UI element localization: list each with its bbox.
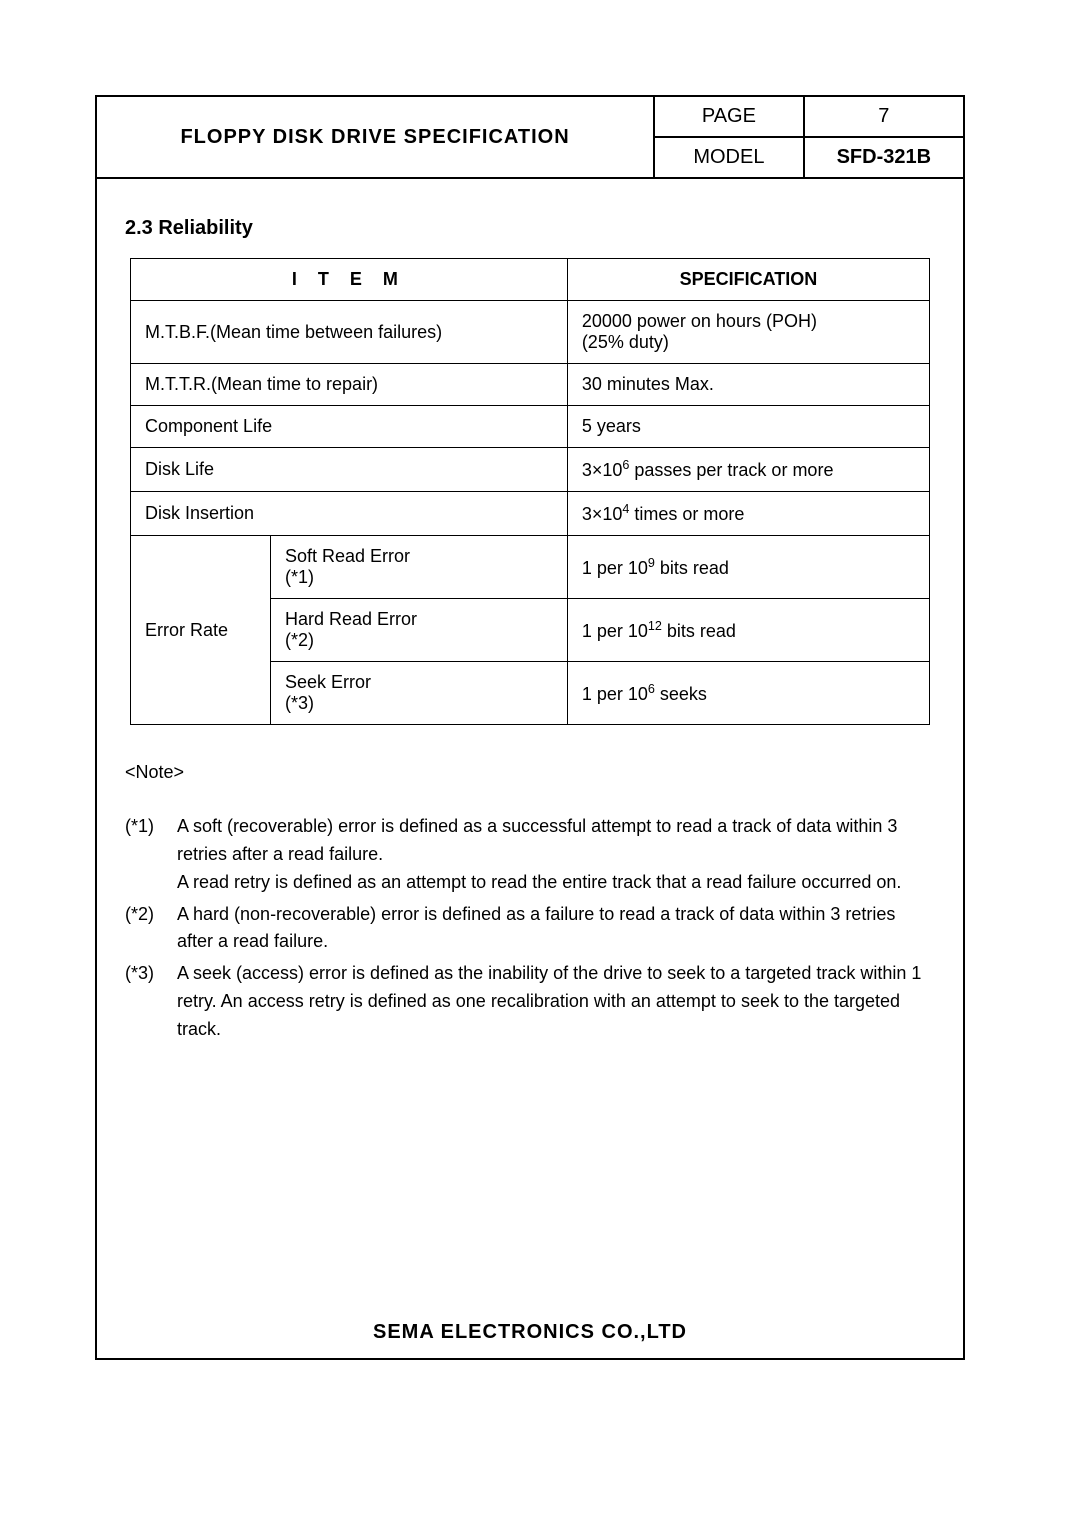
page-label: PAGE <box>654 97 804 137</box>
spec-cell: 1 per 106 seeks <box>567 662 929 725</box>
header-table: FLOPPY DISK DRIVE SPECIFICATION PAGE 7 M… <box>97 97 963 179</box>
spec-cell: 1 per 1012 bits read <box>567 599 929 662</box>
item-cell: Disk Insertion <box>131 492 568 536</box>
section-title: 2.3 Reliability <box>125 217 963 240</box>
model-value: SFD-321B <box>804 137 963 178</box>
table-row: Disk Insertion 3×104 times or more <box>131 492 930 536</box>
footer-company: SEMA ELECTRONICS CO.,LTD <box>97 1321 963 1344</box>
note-heading: <Note> <box>125 759 935 787</box>
spec-cell: 20000 power on hours (POH)(25% duty) <box>567 301 929 364</box>
spec-cell: 5 years <box>567 406 929 448</box>
spec-cell: 3×106 passes per track or more <box>567 448 929 492</box>
note-text: A soft (recoverable) error is defined as… <box>177 813 935 897</box>
spec-cell: 3×104 times or more <box>567 492 929 536</box>
note-marker: (*1) <box>125 813 177 897</box>
note-marker: (*2) <box>125 901 177 957</box>
note-text: A seek (access) error is defined as the … <box>177 960 935 1044</box>
item-cell: Disk Life <box>131 448 568 492</box>
note-item: (*1) A soft (recoverable) error is defin… <box>125 813 935 897</box>
note-block: <Note> (*1) A soft (recoverable) error i… <box>125 759 935 1044</box>
item-cell: Component Life <box>131 406 568 448</box>
note-item: (*2) A hard (non-recoverable) error is d… <box>125 901 935 957</box>
item-cell: M.T.T.R.(Mean time to repair) <box>131 364 568 406</box>
page-border: FLOPPY DISK DRIVE SPECIFICATION PAGE 7 M… <box>95 95 965 1360</box>
table-row: Component Life 5 years <box>131 406 930 448</box>
doc-title: FLOPPY DISK DRIVE SPECIFICATION <box>97 97 654 178</box>
spec-cell: 1 per 109 bits read <box>567 536 929 599</box>
error-sub-cell: Seek Error(*3) <box>271 662 568 725</box>
table-row: Disk Life 3×106 passes per track or more <box>131 448 930 492</box>
table-row: M.T.T.R.(Mean time to repair) 30 minutes… <box>131 364 930 406</box>
item-header: I T E M <box>131 259 568 301</box>
note-item: (*3) A seek (access) error is defined as… <box>125 960 935 1044</box>
table-row: Error Rate Soft Read Error(*1) 1 per 109… <box>131 536 930 599</box>
error-sub-cell: Soft Read Error(*1) <box>271 536 568 599</box>
reliability-table: I T E M SPECIFICATION M.T.B.F.(Mean time… <box>130 258 930 725</box>
error-sub-cell: Hard Read Error(*2) <box>271 599 568 662</box>
note-text: A hard (non-recoverable) error is define… <box>177 901 935 957</box>
spec-header: SPECIFICATION <box>567 259 929 301</box>
note-marker: (*3) <box>125 960 177 1044</box>
table-row: M.T.B.F.(Mean time between failures) 200… <box>131 301 930 364</box>
model-label: MODEL <box>654 137 804 178</box>
page-number: 7 <box>804 97 963 137</box>
item-cell: M.T.B.F.(Mean time between failures) <box>131 301 568 364</box>
spec-cell: 30 minutes Max. <box>567 364 929 406</box>
error-rate-label: Error Rate <box>131 536 271 725</box>
